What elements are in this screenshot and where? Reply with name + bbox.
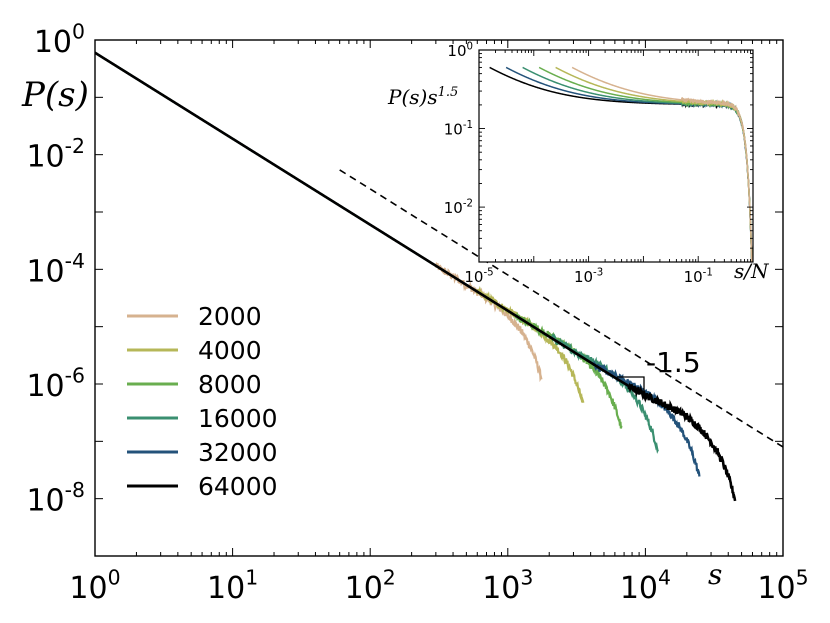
legend-label-32000: 32000 [198,438,278,467]
main-y-ticks: 100 10-2 10-4 10-6 10-8 [26,20,783,557]
inset-frame [478,49,754,263]
main-frame [94,39,784,557]
inset-plot [478,49,754,263]
main-y-axis-label: P(s) [21,75,89,115]
inset-y-tick-label: 10-1 [444,120,473,139]
series-line-64000 [95,51,737,502]
y-tick-label: 10-6 [26,364,85,405]
slope-bracket [617,376,645,396]
slope-annotation: -1.5 [617,346,701,396]
legend-label-64000: 64000 [198,472,278,501]
x-tick-label: 101 [207,566,258,607]
slope-label: -1.5 [646,346,701,379]
legend-label-16000: 16000 [198,404,278,433]
main-curves [95,51,783,502]
x-tick-label: 104 [620,566,671,607]
inset-x-axis-label: s/N [734,259,770,283]
inset-y-tick-label: 10-2 [444,198,473,217]
y-tick-label: 10-4 [26,249,85,290]
inset-series-line-2000 [571,66,753,262]
main-x-axis-label: s [708,558,722,591]
legend-label-2000: 2000 [198,302,262,331]
inset-x-tick-label: 10-3 [574,267,603,286]
inset-x-tick-label: 10-5 [464,267,493,286]
x-tick-label: 102 [345,566,396,607]
legend-label-8000: 8000 [198,370,262,399]
x-tick-label: 105 [757,566,808,607]
y-tick-label: 100 [34,20,85,61]
inset-x-ticks: 10-5 10-3 10-1 [464,50,754,286]
inset-background [479,50,753,262]
inset-curves [489,66,753,262]
x-tick-label: 103 [482,566,533,607]
y-tick-label: 10-8 [26,478,85,518]
inset-y-tick-label: 100 [447,41,473,60]
legend-label-4000: 4000 [198,336,262,365]
inset-y-axis-label: P(s)s1.5 [387,85,458,109]
inset-y-ticks: 100 10-1 10-2 [444,41,753,263]
series-line-2000 [95,51,543,383]
x-tick-label: 100 [69,566,120,607]
main-plot [94,39,784,557]
y-tick-label: 10-2 [26,134,85,175]
legend: 2000 4000 8000 16000 32000 64000 [127,302,278,501]
inset-x-tick-label: 10-1 [684,267,713,286]
main-x-ticks: 100 101 102 103 104 105 [69,40,809,607]
reference-dashed-line [339,169,783,448]
